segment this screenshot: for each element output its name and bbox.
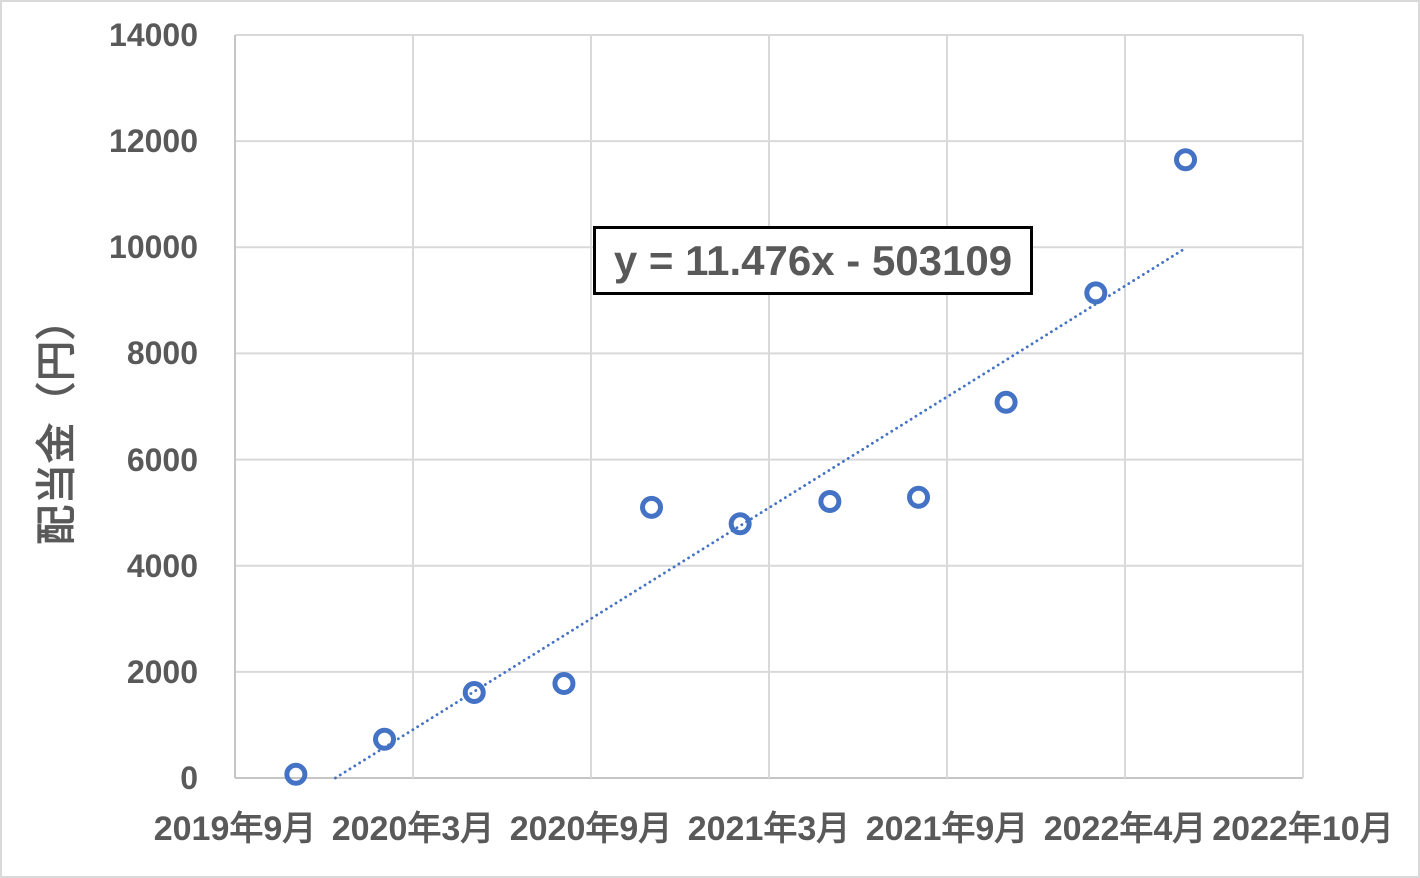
trendline-equation-box: y = 11.476x - 503109 — [593, 226, 1033, 295]
data-point — [552, 672, 576, 696]
data-point — [284, 762, 308, 786]
y-tick-label: 8000 — [126, 335, 198, 372]
data-point — [373, 727, 397, 751]
y-tick-label: 0 — [180, 760, 198, 796]
y-tick-label: 12000 — [109, 123, 198, 160]
data-point — [1084, 281, 1108, 305]
x-tick-label: 2021年3月 — [687, 810, 851, 848]
data-point — [994, 390, 1018, 414]
y-axis-title: 配当金（円） — [35, 299, 79, 545]
trendline — [333, 247, 1186, 780]
data-point — [462, 681, 486, 705]
y-tick-label: 2000 — [126, 653, 198, 690]
trendline-equation-text: y = 11.476x - 503109 — [613, 236, 1013, 284]
data-point — [818, 489, 842, 513]
x-tick-label: 2022年4月 — [1043, 810, 1207, 848]
x-tick-label: 2020年3月 — [331, 810, 495, 848]
x-tick-label: 2020年9月 — [509, 810, 673, 848]
data-point — [728, 512, 752, 536]
data-point — [1174, 148, 1198, 172]
data-point — [640, 495, 664, 519]
y-tick-label: 14000 — [109, 17, 198, 53]
y-tick-label: 10000 — [109, 229, 198, 266]
y-tick-label: 4000 — [126, 547, 198, 584]
x-tick-label: 2019年9月 — [153, 810, 317, 848]
x-tick-label: 2021年9月 — [865, 810, 1029, 848]
y-tick-label: 6000 — [126, 441, 198, 478]
x-tick-label: 2022年10月 — [1212, 810, 1394, 848]
data-point — [907, 485, 931, 509]
